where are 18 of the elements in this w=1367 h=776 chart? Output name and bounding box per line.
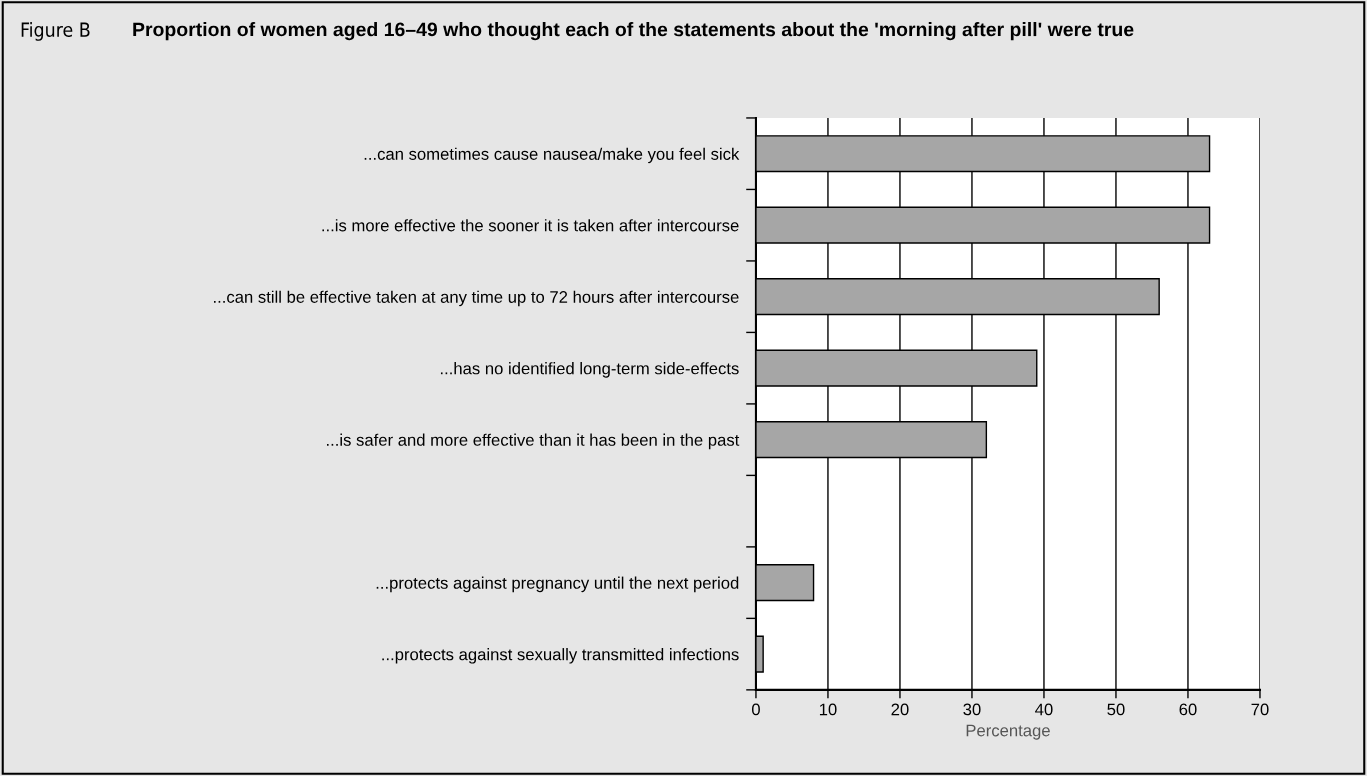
y-tick-label: ...can sometimes cause nausea/make you feel sick xyxy=(364,147,740,164)
y-tick-label: ...protects against sexually transmitted infections xyxy=(382,648,739,664)
x-axis-title: Percentage xyxy=(966,724,1050,740)
y-tick-label: ...can still be effective taken at any time up to 72 hours after intercourse xyxy=(214,290,739,307)
chart-title: Proportion of women aged 16–49 who thought each of the statements about the 'morning after pill' were true xyxy=(133,22,1134,41)
x-tick-label: 0 xyxy=(751,703,760,716)
y-tick-label: ...protects against pregnancy until the next period xyxy=(376,576,739,593)
x-tick-label: 10 xyxy=(819,703,837,716)
x-tick-label: 40 xyxy=(1035,703,1053,716)
x-tick-label: 50 xyxy=(1107,703,1125,716)
y-tick-label: ...is safer and more effective than it has been in the past xyxy=(327,433,740,450)
x-tick-label: 30 xyxy=(963,703,981,716)
text: Figure B xyxy=(21,22,90,41)
y-tick-label: ...has no identified long-term side-effects xyxy=(440,362,739,378)
x-tick-label: 70 xyxy=(1251,703,1269,716)
y-tick-label: ...is more effective the sooner it is taken after intercourse xyxy=(322,219,739,232)
x-tick-label: 20 xyxy=(891,703,909,716)
x-tick-label: 60 xyxy=(1179,703,1197,716)
